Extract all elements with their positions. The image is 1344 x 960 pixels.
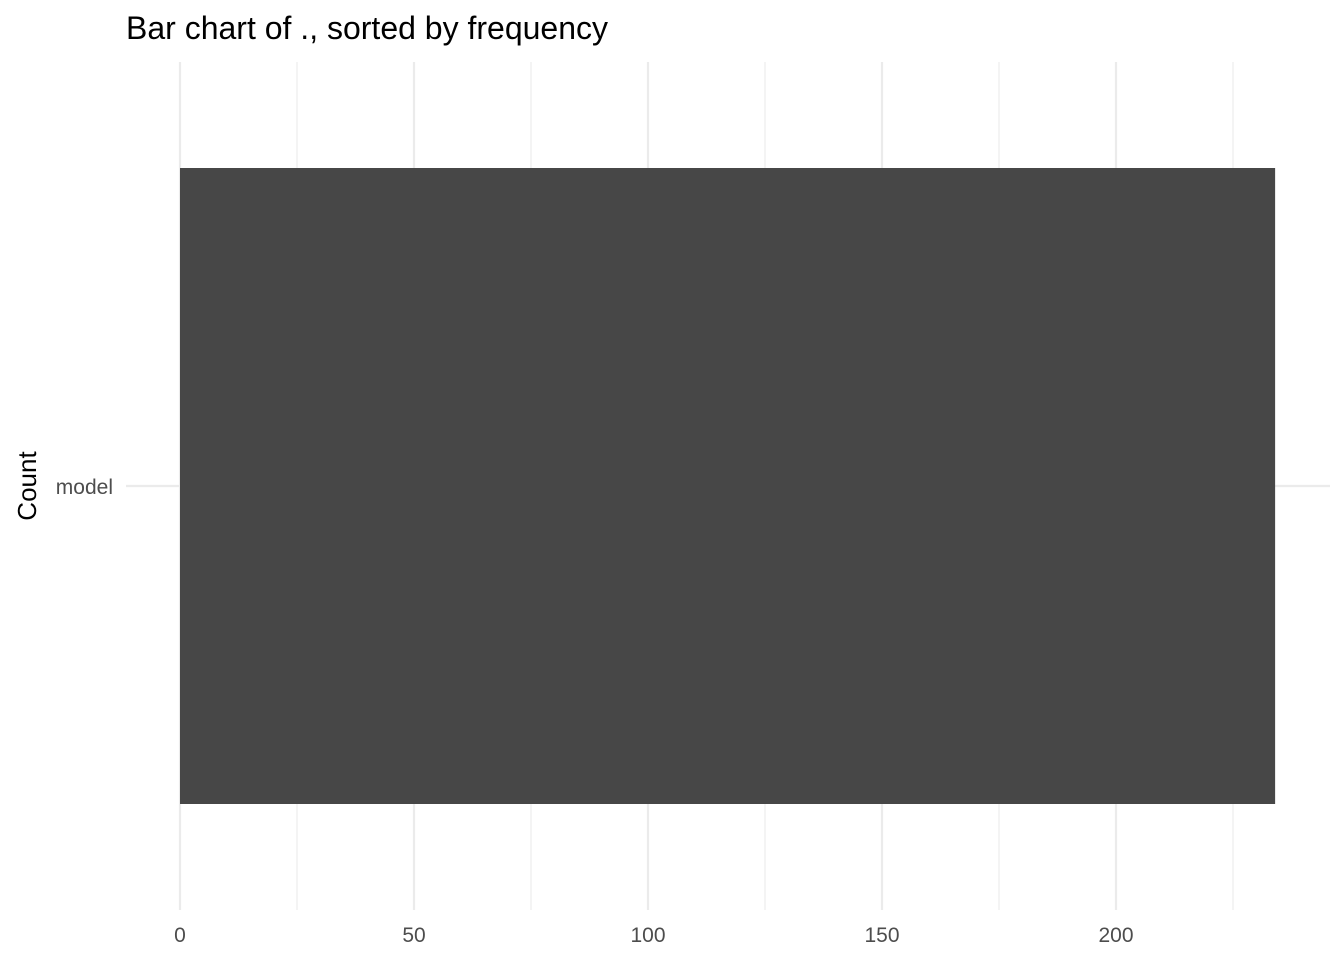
y-axis-ticks: model bbox=[56, 476, 113, 499]
x-tick-label: 150 bbox=[864, 924, 899, 947]
x-tick-label: 200 bbox=[1098, 924, 1133, 947]
chart-title: Bar chart of ., sorted by frequency bbox=[126, 10, 608, 46]
x-tick-label: 100 bbox=[630, 924, 665, 947]
y-axis-title: Count bbox=[12, 451, 42, 521]
bars bbox=[180, 168, 1276, 804]
x-tick-label: 0 bbox=[174, 924, 186, 947]
bar-model bbox=[180, 168, 1276, 804]
x-tick-label: 50 bbox=[402, 924, 425, 947]
x-axis-ticks: 0 50 100 150 200 bbox=[174, 924, 1133, 947]
y-tick-label: model bbox=[56, 476, 113, 499]
